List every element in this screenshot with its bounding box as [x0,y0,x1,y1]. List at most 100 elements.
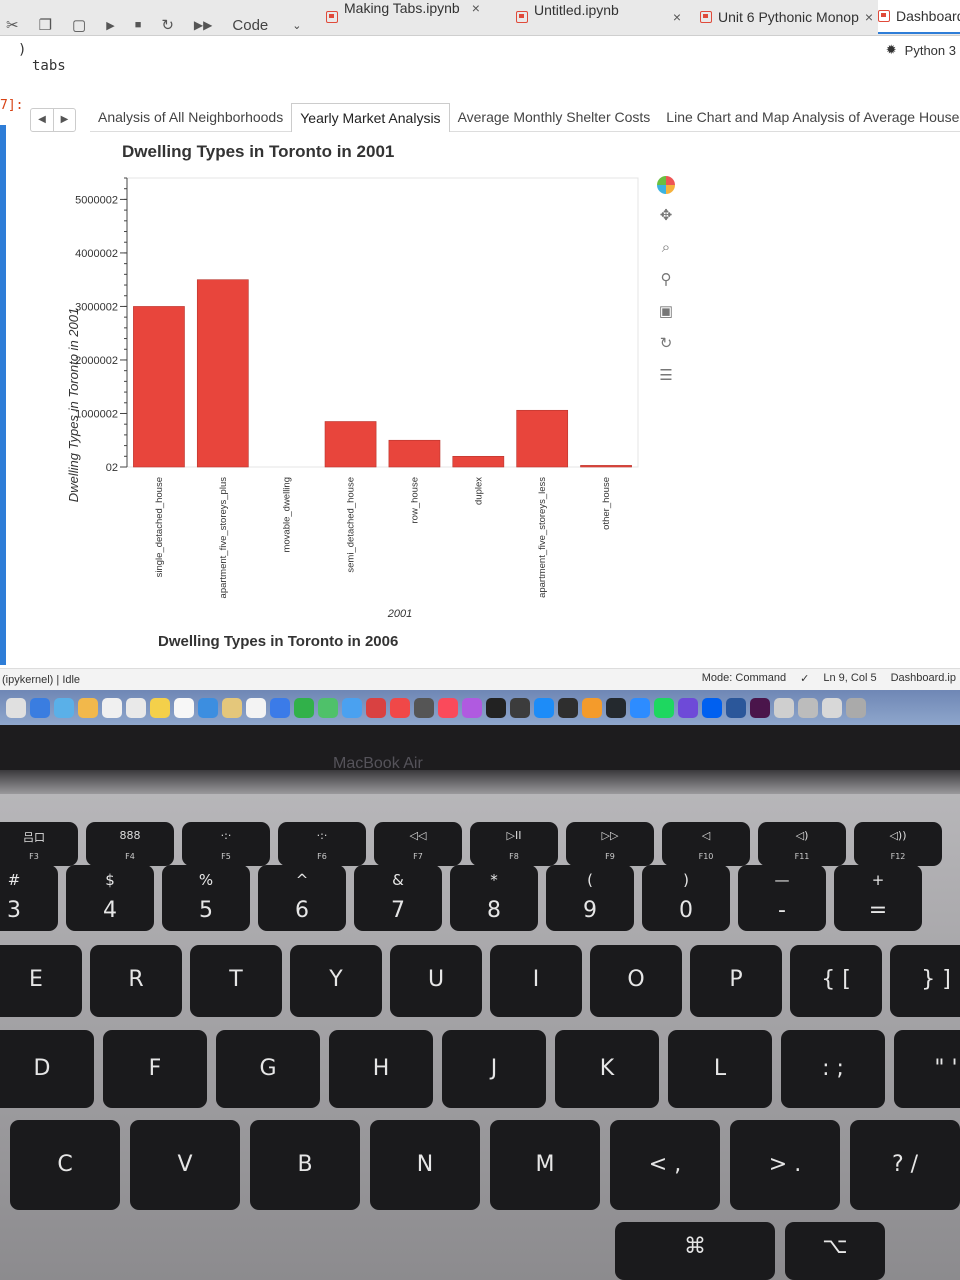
tab-scroll-left-icon[interactable]: ◀ [38,114,46,125]
function-key[interactable]: ·:· F6 [278,822,366,866]
save-icon[interactable]: ▣ [658,303,674,320]
function-key[interactable]: ◁ F10 [662,822,750,866]
bar[interactable] [580,465,632,468]
letter-key[interactable]: M [490,1120,600,1210]
option-key[interactable]: ⌥ [785,1222,885,1280]
dock-app-icon[interactable] [318,697,338,718]
letter-key[interactable]: B [250,1120,360,1210]
letter-key[interactable]: G [216,1030,320,1108]
box-zoom-icon[interactable]: ⌕ [661,239,671,256]
letter-key[interactable]: U [390,945,482,1017]
dock-app-icon[interactable] [462,697,482,718]
dock-app-icon[interactable] [654,697,674,718]
scissors-icon[interactable]: ✂ [6,17,19,34]
play-icon[interactable]: ▶ [106,19,115,32]
function-key[interactable]: ◁)) F12 [854,822,942,866]
letter-key[interactable]: : ; [781,1030,885,1108]
dock-app-icon[interactable] [222,697,242,718]
dock-app-icon[interactable] [366,697,386,718]
letter-key[interactable]: F [103,1030,207,1108]
dock-app-icon[interactable] [102,697,122,718]
dock-app-icon[interactable] [342,697,362,718]
cell-type-select[interactable]: Code ⌄ [232,17,301,34]
dock-app-icon[interactable] [606,697,626,718]
tab-analysis-all[interactable]: Analysis of All Neighborhoods [90,103,292,132]
fast-forward-icon[interactable]: ▶▶ [193,18,213,32]
dock-app-icon[interactable] [270,697,290,718]
letter-key[interactable]: O [590,945,682,1017]
dock-app-icon[interactable] [294,697,314,718]
letter-key[interactable]: T [190,945,282,1017]
dock-app-icon[interactable] [510,697,530,718]
output-collapser[interactable] [0,125,6,665]
command-key[interactable]: ⌘ [615,1222,775,1280]
function-key[interactable]: ▷▷ F9 [566,822,654,866]
tab-untitled[interactable]: Untitled.ipynb × [516,0,696,34]
letter-key[interactable]: { [ [790,945,882,1017]
paste-icon[interactable]: ▢ [72,17,87,34]
number-key[interactable]: $4 [66,865,154,931]
close-icon[interactable]: × [471,0,480,16]
letter-key[interactable]: K [555,1030,659,1108]
dock-app-icon[interactable] [30,697,50,718]
dock-app-icon[interactable] [6,697,26,718]
dock-app-icon[interactable] [678,697,698,718]
letter-key[interactable]: " ' [894,1030,960,1108]
dock-app-icon[interactable] [414,697,434,718]
tab-scroll-right-icon[interactable]: ▶ [53,109,75,131]
tab-line-map[interactable]: Line Chart and Map Analysis of Average H… [658,103,960,132]
number-key[interactable]: % 5 [162,865,250,931]
letter-key[interactable]: } ] [890,945,960,1017]
dock-app-icon[interactable] [582,697,602,718]
dock-app-icon[interactable] [390,697,410,718]
restart-icon[interactable]: ↻ [161,17,174,34]
dock-app-icon[interactable] [630,697,650,718]
bar[interactable] [196,279,249,468]
function-key[interactable]: 吕口 F3 [0,822,78,866]
dock-app-icon[interactable] [126,697,146,718]
bar[interactable] [452,455,505,468]
bokeh-logo-icon[interactable] [657,176,675,194]
letter-key[interactable]: P [690,945,782,1017]
letter-key[interactable]: L [668,1030,772,1108]
letter-key[interactable]: C [10,1120,120,1210]
letter-key[interactable]: ? / [850,1120,960,1210]
close-icon[interactable]: × [672,9,682,25]
tab-making-tabs[interactable]: Making Tabs.ipynb × [326,0,506,34]
close-icon[interactable]: × [864,9,874,25]
letter-key[interactable]: > . [730,1120,840,1210]
number-key[interactable]: ^ 6 [258,865,346,931]
number-key[interactable]: (9 [546,865,634,931]
letter-key[interactable]: V [130,1120,240,1210]
tab-shelter-costs[interactable]: Average Monthly Shelter Costs [449,103,659,132]
stop-icon[interactable]: ■ [134,19,142,31]
dock-app-icon[interactable] [246,697,266,718]
code-cell[interactable]: ) tabs [18,42,66,74]
tab-dashboard[interactable]: Dashboard [878,0,960,34]
dock-app-icon[interactable] [54,697,74,718]
letter-key[interactable]: < , [610,1120,720,1210]
dock-app-icon[interactable] [558,697,578,718]
dock-app-icon[interactable] [150,697,170,718]
letter-key[interactable]: D [0,1030,94,1108]
letter-key[interactable]: J [442,1030,546,1108]
letter-key[interactable]: N [370,1120,480,1210]
dock-app-icon[interactable] [822,697,842,718]
function-key[interactable]: ◁◁ F7 [374,822,462,866]
copy-icon[interactable]: ❐ [38,17,53,34]
dock-app-icon[interactable] [486,697,506,718]
dock-app-icon[interactable] [78,697,98,718]
dock-app-icon[interactable] [750,697,770,718]
function-key[interactable]: 888 F4 [86,822,174,866]
dock-app-icon[interactable] [702,697,722,718]
pan-icon[interactable]: ✥ [659,207,673,224]
dock-app-icon[interactable] [534,697,554,718]
dock-app-icon[interactable] [798,697,818,718]
bar[interactable] [516,409,569,468]
function-key[interactable]: ·:· F5 [182,822,270,866]
dock-app-icon[interactable] [846,697,866,718]
number-key[interactable]: ) 0 [642,865,730,931]
dock-app-icon[interactable] [438,697,458,718]
letter-key[interactable]: Y [290,945,382,1017]
number-key[interactable]: & 7 [354,865,442,931]
